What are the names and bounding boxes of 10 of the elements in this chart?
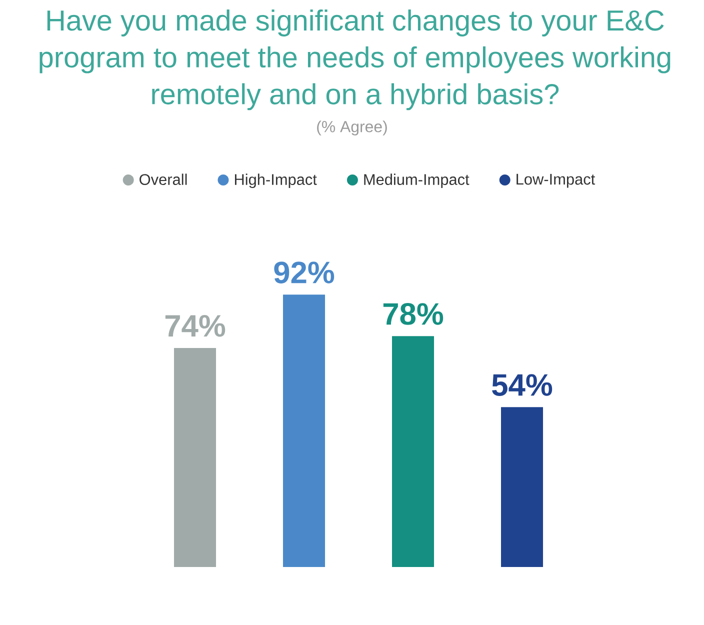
data-label: 74% xyxy=(165,315,226,337)
chart-subtitle: (% Agree) xyxy=(317,120,387,136)
data-label: 54% xyxy=(492,374,552,396)
legend-label: High-Impact xyxy=(234,174,317,188)
data-label: 78% xyxy=(383,303,444,325)
chart-title: Have you made significant changes to your E&C program to meet the needs of employees working remotely and on a hybrid basis? xyxy=(40,10,670,110)
legend-label: Overall xyxy=(140,174,187,185)
legend-label: Medium-Impact xyxy=(364,174,470,188)
legend-label: Low-Impact xyxy=(516,174,596,188)
data-label: 92% xyxy=(274,262,334,284)
